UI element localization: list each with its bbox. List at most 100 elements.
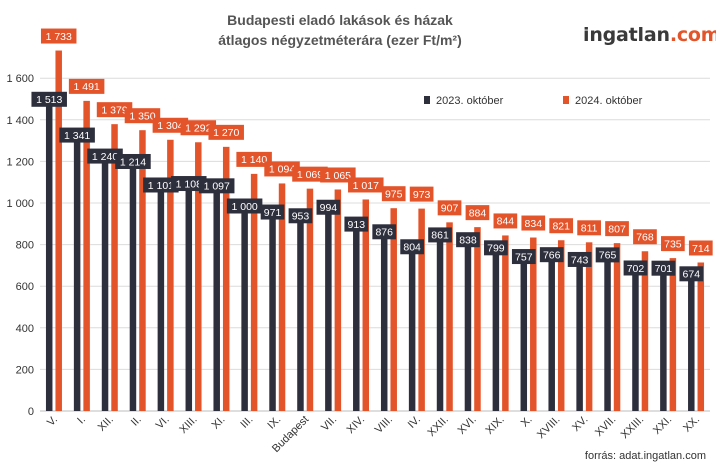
data-label-2023-text: 953 xyxy=(292,211,310,223)
data-label-2023: 971 xyxy=(260,204,285,220)
data-label-2024-box xyxy=(236,151,272,167)
data-label-2023: 757 xyxy=(511,249,536,265)
bar-2024 xyxy=(222,146,230,411)
legend-item-2023: 2023. október xyxy=(424,95,503,107)
data-label-2023: 1 108 xyxy=(171,176,207,192)
data-label-2024: 884 xyxy=(465,205,490,221)
data-label-2024: 1 350 xyxy=(124,108,161,124)
x-tick-label: XVI. xyxy=(456,414,479,437)
legend-label-2023: 2023. október xyxy=(436,95,504,107)
data-label-2024-text: 1 350 xyxy=(129,111,155,123)
chart-title-line2: átlagos négyzetméterára (ezer Ft/m²) xyxy=(218,32,462,48)
data-label-2024-box xyxy=(521,215,546,231)
data-label-2023-box xyxy=(651,260,676,276)
x-tick-label: IX. xyxy=(265,414,283,432)
data-label-2023: 861 xyxy=(428,227,452,243)
data-label-2023: 838 xyxy=(456,232,480,248)
data-label-2023-box xyxy=(115,153,151,169)
data-label-2024-box xyxy=(96,102,133,118)
data-label-2024-text: 1 733 xyxy=(46,31,72,43)
brand-logo-part1: ingatlan xyxy=(583,24,670,46)
y-tick-label: 200 xyxy=(16,364,34,376)
data-label-2023: 701 xyxy=(651,260,676,276)
bar-2023 xyxy=(632,264,639,411)
data-label-2023-box xyxy=(316,199,341,215)
data-label-2024: 907 xyxy=(437,200,462,216)
data-label-2024: 807 xyxy=(605,221,629,237)
data-label-2023-text: 971 xyxy=(264,207,282,219)
data-label-2024-box xyxy=(208,124,244,140)
bar-2023 xyxy=(688,270,695,411)
brand-logo-part2: .com xyxy=(669,24,716,46)
data-label-2024-box xyxy=(348,177,384,193)
bar-2024 xyxy=(474,227,481,411)
data-label-2023-box xyxy=(400,239,424,255)
data-label-2023-text: 876 xyxy=(375,227,393,239)
data-label-2023-text: 757 xyxy=(515,251,533,263)
bar-2024 xyxy=(111,124,118,411)
x-tick-label: III. xyxy=(238,414,255,431)
bar-2023 xyxy=(185,180,193,411)
bar-2023 xyxy=(464,236,472,411)
data-label-2023-text: 1 108 xyxy=(176,178,202,190)
x-tick-label: V. xyxy=(45,414,60,429)
data-label-2024-box xyxy=(549,218,574,234)
bar-2024 xyxy=(585,242,593,411)
data-label-2024: 1 270 xyxy=(208,124,244,140)
data-label-2023: 702 xyxy=(623,260,648,276)
x-tick-label: XXI. xyxy=(651,414,674,437)
data-label-2023: 765 xyxy=(595,247,620,263)
data-label-2023: 953 xyxy=(288,208,313,224)
data-label-2023-box xyxy=(595,247,620,263)
y-tick-label: 400 xyxy=(16,323,34,335)
x-tick-label: XII. xyxy=(96,414,116,434)
bar-2023 xyxy=(576,256,583,411)
data-label-2024-box xyxy=(409,186,434,202)
bar-2023 xyxy=(492,244,500,411)
data-label-2023-box xyxy=(87,148,123,164)
data-label-2023-text: 1 097 xyxy=(204,181,230,193)
bar-2024 xyxy=(55,50,62,411)
data-label-2023-text: 913 xyxy=(348,219,366,231)
bar-2023 xyxy=(325,204,332,411)
x-tick-label: XV. xyxy=(570,414,590,434)
bar-2023 xyxy=(353,221,360,411)
x-tick-label: XXIII. xyxy=(619,414,647,442)
data-label-2024: 714 xyxy=(688,240,713,256)
data-label-2023-box xyxy=(567,251,592,267)
data-label-2023: 876 xyxy=(372,224,397,240)
data-label-2023-box xyxy=(288,208,313,224)
data-label-2023-box xyxy=(143,177,179,193)
data-label-2024-text: 821 xyxy=(552,221,570,233)
data-label-2023: 994 xyxy=(316,199,341,215)
data-label-2023-box xyxy=(456,232,480,248)
bar-2024 xyxy=(641,251,649,411)
data-label-2024: 821 xyxy=(549,218,574,234)
bar-2023 xyxy=(213,182,220,411)
data-label-2024-box xyxy=(605,221,629,237)
data-label-2024-text: 714 xyxy=(692,243,710,255)
bar-2024 xyxy=(334,189,342,411)
bar-2023 xyxy=(73,132,81,411)
data-label-2024-text: 884 xyxy=(469,207,487,219)
x-tick-label: I. xyxy=(75,414,88,427)
y-tick-label: 1 400 xyxy=(6,115,34,127)
data-label-2024-text: 975 xyxy=(385,189,403,201)
bar-2023 xyxy=(380,228,388,411)
data-label-2023: 1 097 xyxy=(198,178,235,194)
bar-2024 xyxy=(390,208,397,411)
data-label-2024: 834 xyxy=(521,215,546,231)
x-tick-label: XVIII. xyxy=(535,414,563,442)
data-label-2023-text: 1 341 xyxy=(64,130,90,142)
data-label-2024: 1 304 xyxy=(152,117,189,133)
data-label-2024-box xyxy=(493,213,518,229)
data-label-2024: 1 491 xyxy=(68,78,105,94)
data-label-2024-box xyxy=(152,117,189,133)
data-label-2023-text: 766 xyxy=(543,249,561,261)
data-label-2023-box xyxy=(372,224,397,240)
data-label-2024: 1 017 xyxy=(348,177,384,193)
data-label-2024-text: 1 017 xyxy=(353,180,379,192)
data-label-2023-text: 1 513 xyxy=(36,94,62,106)
